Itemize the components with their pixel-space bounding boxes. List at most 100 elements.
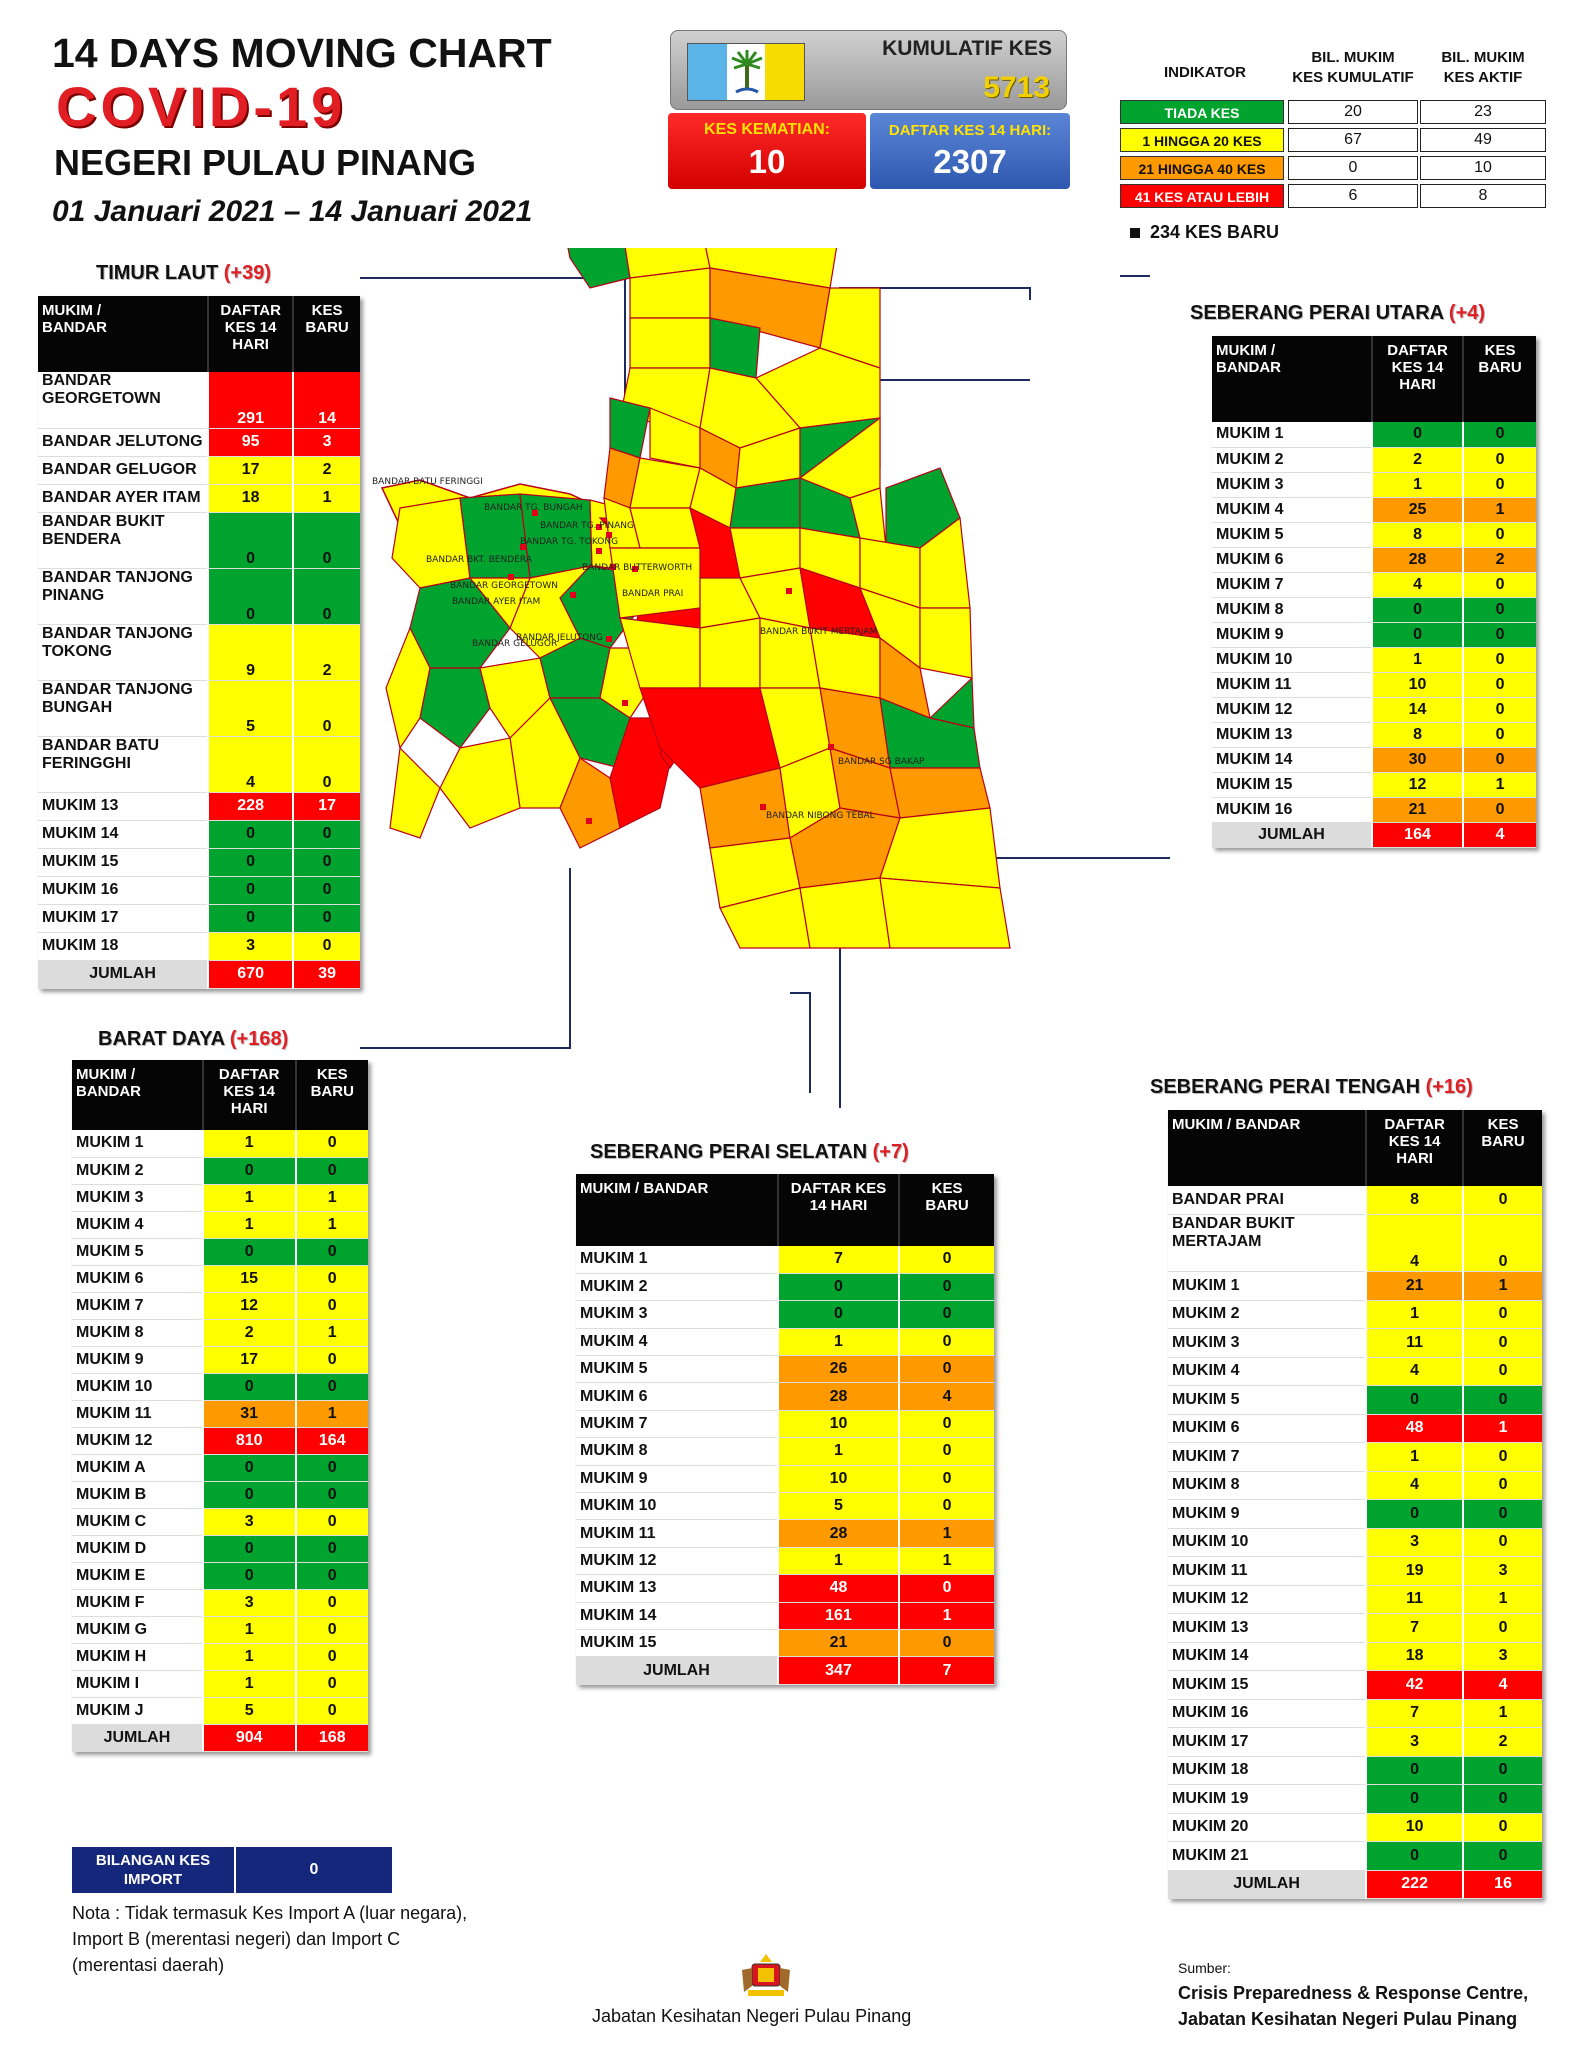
list14-value: 2307: [933, 143, 1007, 180]
row-kes-baru-value: 0: [292, 932, 360, 961]
indicator-cumulative-count: 6: [1288, 184, 1418, 208]
spu-title: SEBERANG PERAI UTARA (+4): [1190, 302, 1485, 325]
row-daftar-value: 0: [207, 876, 294, 905]
penang-flag-icon: [687, 43, 805, 101]
row-daftar-value: 7: [1365, 1699, 1464, 1728]
header-daftar: DAFTAR KES 14 HARI: [207, 296, 294, 372]
header-mukim: MUKIM / BANDAR: [1168, 1110, 1367, 1186]
row-kes-baru-value: 0: [898, 1246, 994, 1274]
row-name: MUKIM 18: [38, 932, 209, 961]
row-kes-baru-value: 0: [1462, 1756, 1542, 1785]
table-row: MUKIM 13 7 0: [1168, 1613, 1542, 1643]
row-name: MUKIM 9: [1168, 1499, 1367, 1529]
import-cases-panel: BILANGAN KES IMPORT 0: [72, 1847, 392, 1893]
row-name: MUKIM 5: [1168, 1385, 1367, 1415]
table-row: MUKIM 14 161 1: [576, 1602, 994, 1630]
row-kes-baru-value: 1: [1462, 772, 1536, 798]
total-daftar-value: 904: [201, 1724, 296, 1752]
indicator-active-count: 8: [1420, 184, 1546, 208]
table-row: MUKIM 14 30 0: [1212, 747, 1536, 773]
row-name: MUKIM 5: [72, 1238, 203, 1266]
row-name: MUKIM 15: [38, 848, 209, 877]
row-name: MUKIM 5: [1212, 522, 1372, 548]
total-row: JUMLAH 904 168: [72, 1724, 368, 1752]
row-daftar-value: 1: [1370, 647, 1464, 673]
row-name: MUKIM 11: [1212, 672, 1372, 698]
row-kes-baru-value: 2: [1462, 1727, 1542, 1757]
date-range: 01 Januari 2021 – 14 Januari 2021: [52, 195, 533, 228]
table-row: BANDAR BATU FERINGGHI 4 0: [38, 736, 360, 793]
header-daftar: DAFTAR KES 14 HARI: [776, 1174, 900, 1246]
table-row: MUKIM 13 8 0: [1212, 722, 1536, 748]
district-name: SEBERANG PERAI SELATAN: [590, 1141, 868, 1163]
list14-panel: DAFTAR KES 14 HARI: 2307: [870, 113, 1070, 189]
header-mukim: MUKIM / BANDAR: [38, 296, 209, 372]
total-daftar-value: 347: [776, 1656, 900, 1685]
row-name: MUKIM 2: [1212, 447, 1372, 473]
table-header-row: MUKIM / BANDAR DAFTAR KES 14 HARI KES BARU: [1168, 1110, 1542, 1186]
row-name: MUKIM 19: [1168, 1784, 1367, 1814]
table-header-row: MUKIM / BANDAR DAFTAR KES 14 HARI KES BARU: [576, 1174, 994, 1246]
row-daftar-value: 0: [776, 1300, 900, 1329]
row-daftar-value: 3: [201, 1589, 296, 1617]
row-kes-baru-value: 0: [1462, 472, 1536, 498]
row-name: MUKIM 12: [1212, 697, 1372, 723]
row-kes-baru-value: 0: [292, 848, 360, 877]
row-kes-baru-value: 0: [1462, 1613, 1542, 1643]
row-daftar-value: 4: [1365, 1471, 1464, 1500]
district-increment: (+39): [223, 262, 272, 284]
row-daftar-value: 7: [1365, 1613, 1464, 1643]
row-kes-baru-value: 0: [292, 680, 360, 737]
row-daftar-value: 11: [1365, 1328, 1464, 1358]
indicator-active-count: 49: [1420, 128, 1546, 152]
district-name: SEBERANG PERAI TENGAH: [1150, 1076, 1421, 1098]
row-kes-baru-value: 0: [292, 876, 360, 905]
row-kes-baru-value: 0: [1462, 572, 1536, 598]
row-daftar-value: 1: [1370, 472, 1464, 498]
row-daftar-value: 0: [207, 820, 294, 849]
row-daftar-value: 0: [201, 1562, 296, 1590]
row-daftar-value: 4: [1365, 1357, 1464, 1386]
row-daftar-value: 14: [1370, 697, 1464, 723]
row-daftar-value: 15: [201, 1265, 296, 1293]
row-daftar-value: 0: [201, 1157, 296, 1185]
malaysia-crest-icon: [742, 1954, 790, 1996]
row-daftar-value: 2: [201, 1319, 296, 1347]
table-row: BANDAR PRAI 8 0: [1168, 1186, 1542, 1215]
indicator-active-count: 10: [1420, 156, 1546, 180]
table-row: MUKIM 6 28 2: [1212, 547, 1536, 573]
row-name: BANDAR TANJONG PINANG: [38, 568, 209, 625]
total-kes-baru-value: 4: [1462, 822, 1536, 848]
row-kes-baru-value: 0: [1462, 1813, 1542, 1842]
total-daftar-value: 164: [1370, 822, 1464, 848]
row-daftar-value: 810: [201, 1427, 296, 1455]
total-kes-baru-value: 7: [898, 1656, 994, 1685]
row-name: MUKIM 12: [72, 1427, 203, 1455]
table-row: MUKIM 6 48 1: [1168, 1414, 1542, 1443]
row-name: MUKIM 3: [1212, 472, 1372, 498]
table-row: MUKIM 10 3 0: [1168, 1528, 1542, 1557]
row-name: MUKIM 15: [1168, 1670, 1367, 1700]
row-kes-baru-value: 0: [292, 512, 360, 569]
row-name: MUKIM 1: [576, 1246, 778, 1274]
row-daftar-value: 21: [1370, 797, 1464, 823]
row-name: MUKIM B: [72, 1481, 203, 1509]
row-name: MUKIM 4: [1212, 497, 1372, 523]
table-row: MUKIM 6 15 0: [72, 1265, 368, 1293]
label-nibong-tebal: BANDAR NIBONG TEBAL: [766, 811, 875, 821]
row-daftar-value: 1: [201, 1670, 296, 1698]
row-name: MUKIM H: [72, 1643, 203, 1671]
row-kes-baru-value: 0: [294, 1346, 368, 1374]
row-daftar-value: 4: [1370, 572, 1464, 598]
row-daftar-value: 1: [201, 1616, 296, 1644]
row-name: MUKIM 9: [576, 1465, 778, 1494]
row-daftar-value: 48: [1365, 1414, 1464, 1443]
table-row: BANDAR TANJONG TOKONG 9 2: [38, 624, 360, 681]
row-kes-baru-value: 2: [292, 624, 360, 681]
row-daftar-value: 95: [207, 428, 294, 457]
